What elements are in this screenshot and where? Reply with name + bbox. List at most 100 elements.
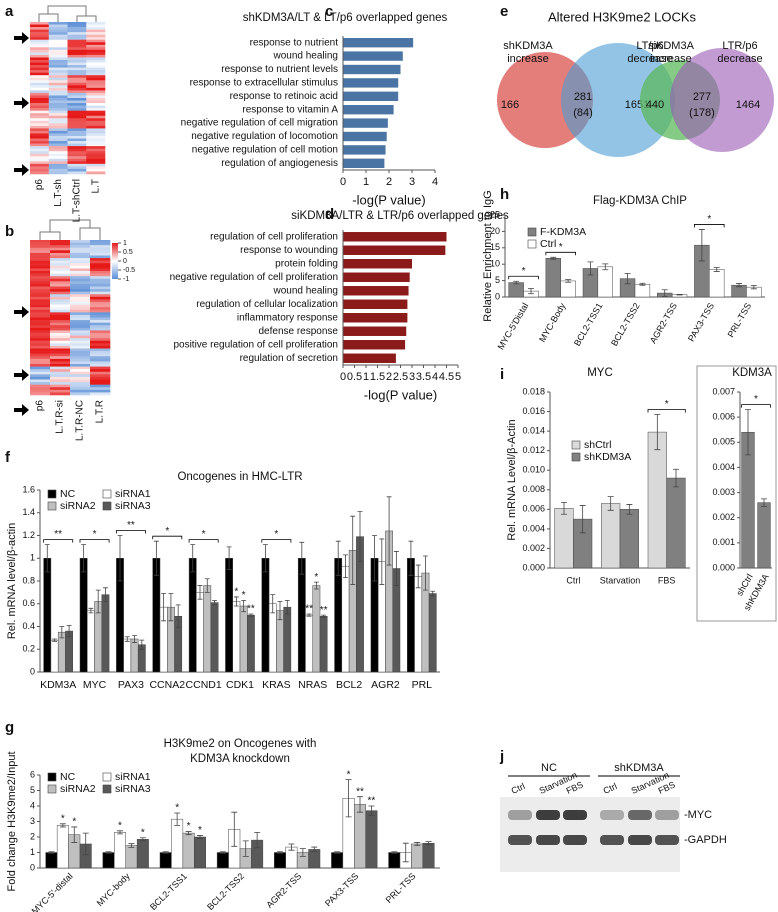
heatmap-cell — [67, 143, 87, 147]
heatmap-cell — [70, 335, 91, 339]
heatmap-cell — [50, 240, 71, 243]
legend-label: siRNA1 — [115, 488, 151, 500]
heatmap-cell — [70, 250, 91, 254]
category-label: regulation of angiogenesis — [221, 158, 338, 169]
heatmap-cell — [86, 32, 106, 35]
error-bar — [368, 805, 375, 816]
heatmap-cell — [86, 27, 106, 30]
heatmap-cell — [30, 358, 51, 362]
heatmap-cell — [50, 333, 71, 336]
heatmap-cell — [90, 345, 111, 349]
heatmap-cell — [50, 263, 71, 267]
heatmap-cell — [67, 80, 87, 84]
error-bar — [212, 599, 217, 606]
category-label: response to extracellular stimulus — [190, 78, 338, 89]
heatmap-cell — [48, 87, 68, 91]
heatmap-cell — [30, 312, 51, 316]
arrows — [14, 32, 29, 416]
heatmap-cell — [86, 136, 106, 139]
heatmap-cell — [86, 80, 106, 84]
heatmap-cell — [50, 307, 71, 311]
significance-bracket — [741, 404, 771, 408]
heatmap-cell — [90, 353, 111, 357]
bar — [43, 558, 52, 673]
venn-count: 1464 — [736, 99, 760, 111]
error-bar — [587, 261, 594, 276]
heatmap-cell — [50, 242, 71, 246]
heatmap-cell — [48, 105, 68, 109]
heatmap-cell — [70, 348, 91, 352]
heatmap-cell — [30, 54, 50, 58]
bar — [601, 503, 621, 569]
panel-letter: f — [5, 449, 11, 466]
heatmap-cell — [30, 296, 51, 300]
y-tick-label: 0.6 — [22, 598, 35, 608]
heatmap-cell — [50, 364, 71, 367]
heatmap-cell — [70, 366, 91, 370]
y-tick-label: 0.016 — [522, 406, 545, 416]
heatmap-cell — [67, 151, 87, 155]
heatmap-cell — [90, 340, 111, 344]
bar — [414, 576, 423, 673]
heatmap-cell — [30, 379, 51, 383]
blot-band — [536, 810, 560, 820]
bar — [545, 258, 561, 298]
heatmap-cell — [50, 304, 71, 308]
heatmap-cell — [70, 364, 91, 367]
category-label: negative regulation of locomotion — [191, 131, 338, 142]
significance-label: * — [242, 590, 246, 601]
heatmap-cell — [86, 57, 106, 61]
heatmap-cell — [90, 358, 111, 362]
heatmap-cell — [70, 309, 91, 313]
legend-swatch — [102, 772, 112, 782]
heatmap-cell — [50, 281, 71, 285]
heatmap — [30, 240, 111, 396]
heatmap-cell — [86, 72, 106, 76]
heatmap-cell — [67, 130, 87, 134]
venn-set-label: LT/p6 — [636, 40, 663, 52]
bar — [343, 340, 406, 350]
bar — [56, 825, 69, 869]
x-tick-label: KDM3A — [40, 679, 76, 691]
significance-label: * — [274, 529, 278, 540]
heatmap-cell — [90, 333, 111, 336]
heatmap-cell — [67, 52, 87, 56]
heatmap-cell — [86, 52, 106, 56]
bar — [709, 269, 725, 298]
heatmap-cell — [90, 325, 111, 329]
venn-count: 277 — [693, 91, 711, 103]
error-bar — [624, 272, 631, 285]
heatmap-cell — [70, 376, 91, 380]
category-label: negative regulation of cell proliferatio… — [170, 272, 338, 283]
heatmap-cell — [67, 153, 87, 157]
heatmap-cell — [70, 299, 91, 303]
legend-label: shCtrl — [584, 439, 611, 451]
heatmap-cell — [86, 113, 106, 117]
heatmap-cell — [90, 364, 111, 367]
heatmap-cell — [30, 39, 50, 43]
y-tick-label: 0 — [30, 666, 35, 676]
heatmap-cell — [30, 87, 50, 91]
heatmap-cell — [50, 258, 71, 261]
error-bar — [233, 596, 239, 607]
significance-label: ** — [247, 604, 255, 615]
heatmap-cell — [70, 325, 91, 329]
heatmap-cell — [90, 335, 111, 339]
venn-set — [670, 48, 774, 152]
heatmap-cell — [90, 371, 111, 375]
error-bar — [48, 851, 55, 854]
error-bar — [565, 279, 572, 283]
bar — [554, 508, 574, 569]
heatmap-cell — [67, 133, 87, 137]
y-tick-label: 1.4 — [22, 507, 35, 517]
heatmap-cell — [67, 44, 87, 48]
heatmap-cell — [67, 158, 87, 162]
heatmap-cell — [67, 77, 87, 81]
error-bar — [139, 837, 146, 842]
bar — [182, 832, 195, 869]
bar — [297, 558, 306, 673]
y-tick-label: 15 — [490, 242, 500, 252]
heatmap-cell — [48, 29, 68, 33]
panel-letter: d — [325, 206, 334, 223]
